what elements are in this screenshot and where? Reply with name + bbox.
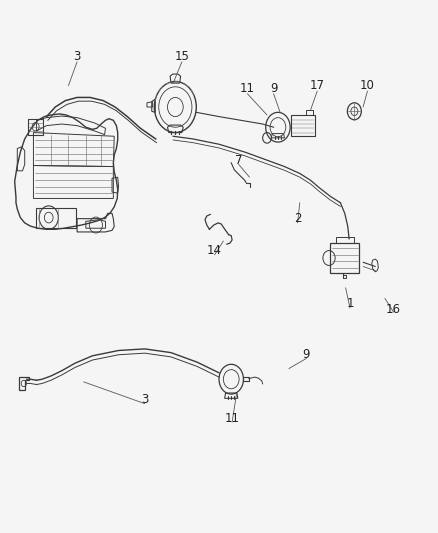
Text: 9: 9 (270, 82, 277, 95)
Text: 1: 1 (346, 297, 354, 310)
Text: 15: 15 (174, 50, 189, 63)
Text: 3: 3 (74, 50, 81, 63)
Text: 7: 7 (235, 154, 242, 167)
Text: 9: 9 (303, 348, 310, 361)
Text: 10: 10 (360, 79, 375, 92)
Text: 11: 11 (240, 82, 255, 95)
Text: 2: 2 (294, 212, 301, 225)
Text: 3: 3 (141, 393, 148, 406)
Text: 11: 11 (225, 411, 240, 424)
Text: 17: 17 (310, 79, 325, 92)
Text: 16: 16 (386, 303, 401, 316)
Text: 14: 14 (207, 244, 222, 257)
